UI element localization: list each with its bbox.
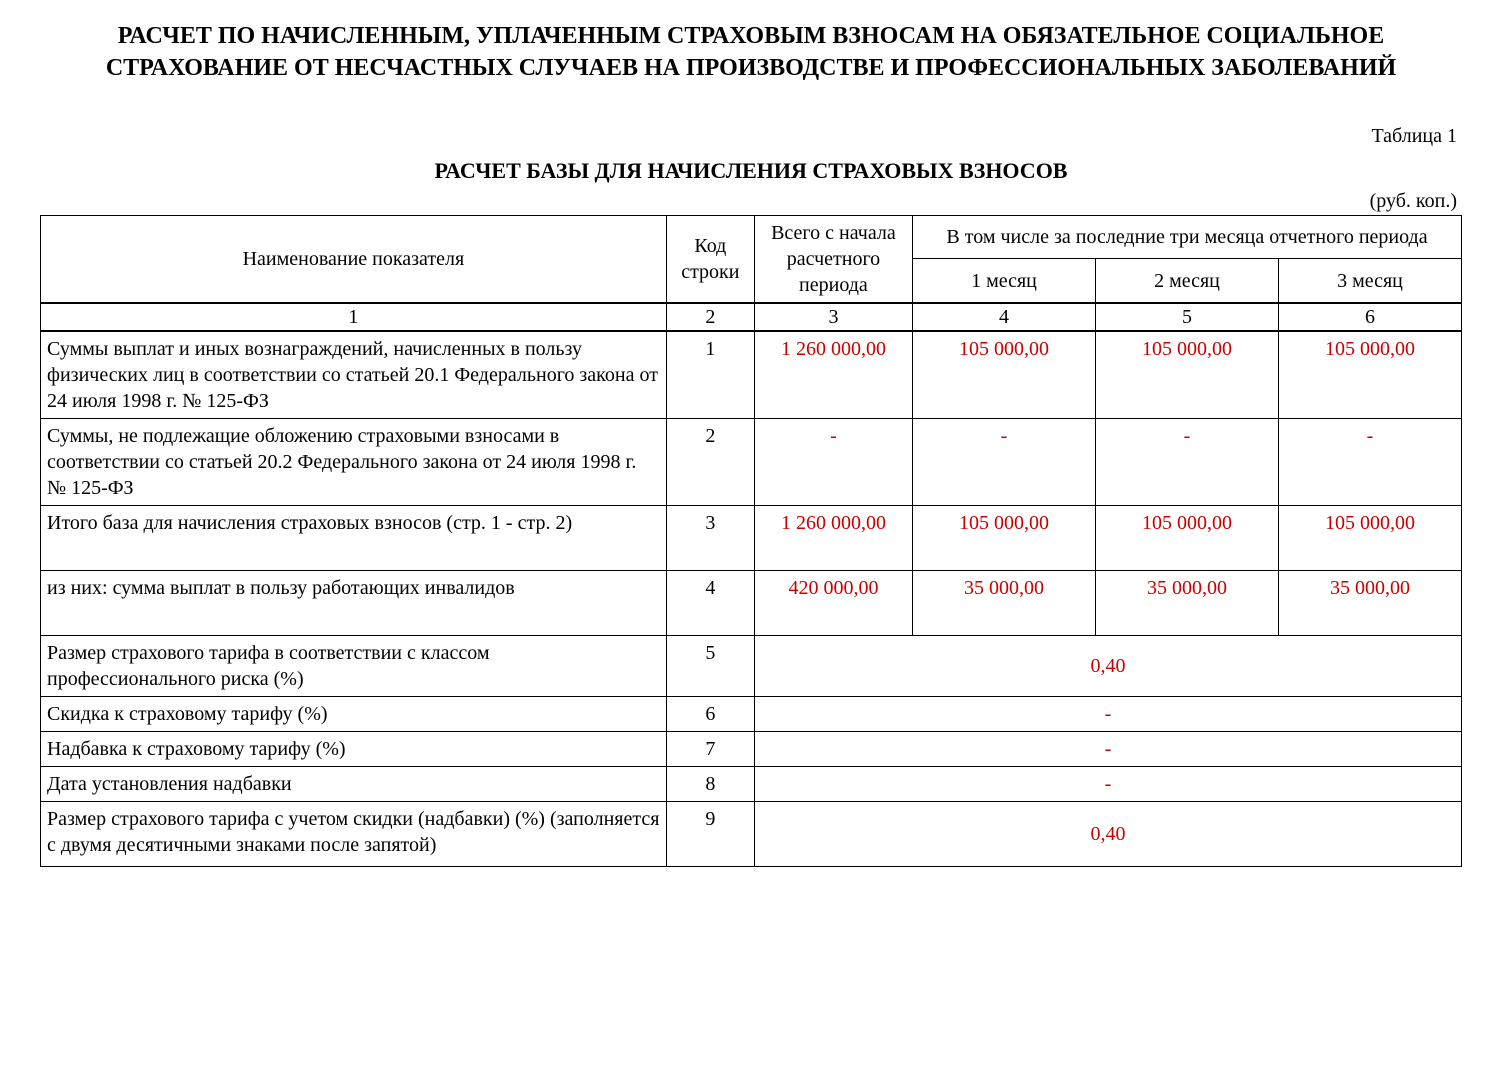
r7-desc: Надбавка к страховому тарифу (%): [41, 731, 667, 766]
coln-6: 6: [1278, 303, 1461, 331]
units-label: (руб. коп.): [20, 190, 1457, 213]
r1-m2: 105 000,00: [1095, 331, 1278, 419]
r1-m3: 105 000,00: [1278, 331, 1461, 419]
r4-m1: 35 000,00: [913, 570, 1096, 635]
coln-2: 2: [666, 303, 754, 331]
row-4: из них: сумма выплат в пользу работающих…: [41, 570, 1462, 635]
row-5: Размер страхового тарифа в соответствии …: [41, 635, 1462, 696]
r7-code: 7: [666, 731, 754, 766]
table-wrap: Наименование показателя Код строки Всего…: [20, 215, 1482, 867]
row-7: Надбавка к страховому тарифу (%) 7 -: [41, 731, 1462, 766]
r4-total: 420 000,00: [754, 570, 912, 635]
row-2: Суммы, не подлежащие обложению страховым…: [41, 418, 1462, 505]
r5-val: 0,40: [754, 635, 1461, 696]
r2-desc: Суммы, не подлежащие обложению страховым…: [41, 418, 667, 505]
th-total: Всего с начала расчетного периода: [754, 215, 912, 303]
r6-desc: Скидка к страховому тарифу (%): [41, 696, 667, 731]
r2-total: -: [754, 418, 912, 505]
r5-desc: Размер страхового тарифа в соответствии …: [41, 635, 667, 696]
coln-1: 1: [41, 303, 667, 331]
r5-code: 5: [666, 635, 754, 696]
r9-code: 9: [666, 801, 754, 866]
r6-val: -: [754, 696, 1461, 731]
r3-m3: 105 000,00: [1278, 505, 1461, 570]
r1-code: 1: [666, 331, 754, 419]
r1-desc: Суммы выплат и иных вознаграждений, начи…: [41, 331, 667, 419]
r3-code: 3: [666, 505, 754, 570]
col-number-row: 1 2 3 4 5 6: [41, 303, 1462, 331]
th-m3: 3 месяц: [1278, 259, 1461, 303]
row-3: Итого база для начисления страховых взно…: [41, 505, 1462, 570]
r4-m3: 35 000,00: [1278, 570, 1461, 635]
coln-5: 5: [1095, 303, 1278, 331]
th-m2: 2 месяц: [1095, 259, 1278, 303]
th-m1: 1 месяц: [913, 259, 1096, 303]
r3-desc: Итого база для начисления страховых взно…: [41, 505, 667, 570]
r7-val: -: [754, 731, 1461, 766]
r9-val: 0,40: [754, 801, 1461, 866]
subtitle: РАСЧЕТ БАЗЫ ДЛЯ НАЧИСЛЕНИЯ СТРАХОВЫХ ВЗН…: [20, 158, 1482, 184]
main-title: РАСЧЕТ ПО НАЧИСЛЕННЫМ, УПЛАЧЕННЫМ СТРАХО…: [76, 20, 1426, 85]
r8-val: -: [754, 766, 1461, 801]
r6-code: 6: [666, 696, 754, 731]
r1-total: 1 260 000,00: [754, 331, 912, 419]
r3-total: 1 260 000,00: [754, 505, 912, 570]
coln-3: 3: [754, 303, 912, 331]
th-name: Наименование показателя: [41, 215, 667, 303]
r8-desc: Дата установления надбавки: [41, 766, 667, 801]
r8-code: 8: [666, 766, 754, 801]
r9-desc: Размер страхового тарифа с учетом скидки…: [41, 801, 667, 866]
r2-m1: -: [913, 418, 1096, 505]
table-label: Таблица 1: [20, 125, 1457, 148]
calc-table: Наименование показателя Код строки Всего…: [40, 215, 1462, 867]
row-9: Размер страхового тарифа с учетом скидки…: [41, 801, 1462, 866]
row-8: Дата установления надбавки 8 -: [41, 766, 1462, 801]
r2-m3: -: [1278, 418, 1461, 505]
r2-m2: -: [1095, 418, 1278, 505]
coln-4: 4: [913, 303, 1096, 331]
r4-desc: из них: сумма выплат в пользу работающих…: [41, 570, 667, 635]
row-6: Скидка к страховому тарифу (%) 6 -: [41, 696, 1462, 731]
r1-m1: 105 000,00: [913, 331, 1096, 419]
r4-m2: 35 000,00: [1095, 570, 1278, 635]
row-1: Суммы выплат и иных вознаграждений, начи…: [41, 331, 1462, 419]
r4-code: 4: [666, 570, 754, 635]
r2-code: 2: [666, 418, 754, 505]
th-code: Код строки: [666, 215, 754, 303]
r3-m1: 105 000,00: [913, 505, 1096, 570]
th-last3: В том числе за последние три месяца отче…: [913, 215, 1462, 258]
r3-m2: 105 000,00: [1095, 505, 1278, 570]
